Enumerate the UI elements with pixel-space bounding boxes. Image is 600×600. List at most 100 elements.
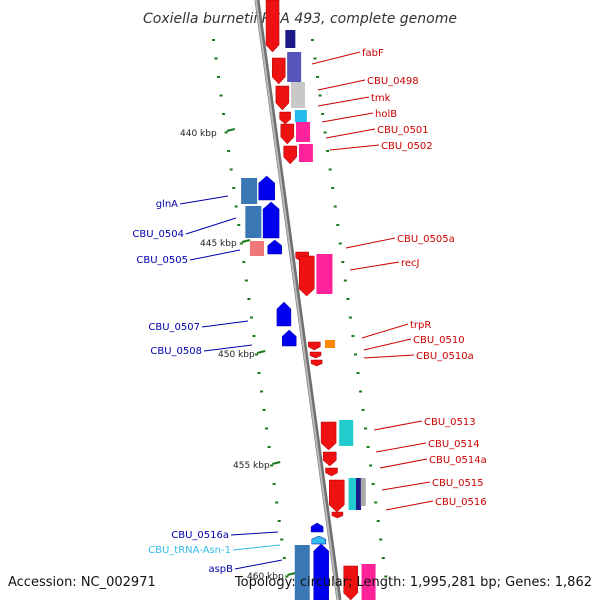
tick-dot xyxy=(384,575,388,578)
gene-label-CBU_tRNA-Asn-1[interactable]: CBU_tRNA-Asn-1 xyxy=(148,545,231,556)
tick-dot xyxy=(341,261,345,263)
gene-feature-recJ[interactable] xyxy=(298,255,315,297)
gene-feature-CBU_0515[interactable] xyxy=(329,479,345,513)
gene-label-CBU_0502[interactable]: CBU_0502 xyxy=(381,141,433,152)
accession-text: Accession: NC_002971 xyxy=(8,575,156,590)
label-connector xyxy=(373,420,423,431)
gene-feature-CBU_0515-product[interactable] xyxy=(348,478,357,510)
tick-dot xyxy=(316,76,320,78)
label-connector xyxy=(379,458,428,469)
label-connector xyxy=(325,128,376,139)
gene-label-tmk[interactable]: tmk xyxy=(371,93,391,104)
label-connector xyxy=(179,195,229,205)
gene-feature-CBU_0504-product[interactable] xyxy=(245,206,262,238)
gene-feature-aspB[interactable] xyxy=(313,543,329,600)
gene-feature-CBU_0501[interactable] xyxy=(280,123,295,145)
gene-feature-fabF[interactable] xyxy=(265,0,280,53)
gene-label-CBU_0508[interactable]: CBU_0508 xyxy=(150,346,202,357)
gene-label-CBU_0516a[interactable]: CBU_0516a xyxy=(171,530,229,541)
gene-label-CBU_0513[interactable]: CBU_0513 xyxy=(424,417,476,428)
gene-label-glnA[interactable]: glnA xyxy=(156,199,178,210)
gene-feature-aspB-product[interactable] xyxy=(294,545,310,600)
gene-feature-CBU_tRNA-Asn-1[interactable] xyxy=(311,535,327,545)
gene-feature-CBU_0505[interactable] xyxy=(267,239,283,255)
scale-tick xyxy=(241,239,251,243)
label-connector xyxy=(201,320,249,328)
gene-label-CBU_0507[interactable]: CBU_0507 xyxy=(148,322,200,333)
gene-feature-CBU_0510[interactable] xyxy=(308,341,321,351)
label-connector xyxy=(385,500,434,511)
scale-tick xyxy=(287,572,296,576)
gene-feature-tmk[interactable] xyxy=(275,85,290,111)
tick-dot xyxy=(313,57,317,60)
gene-label-CBU_0515[interactable]: CBU_0515 xyxy=(432,478,484,489)
gene-feature-CBU_0508[interactable] xyxy=(281,329,297,347)
gene-label-recJ[interactable]: recJ xyxy=(401,258,420,269)
gene-label-CBU_0505[interactable]: CBU_0505 xyxy=(136,255,188,266)
gene-feature-CBU_0510-b[interactable] xyxy=(309,351,322,359)
tick-dot xyxy=(343,279,347,282)
gene-label-CBU_0514[interactable]: CBU_0514 xyxy=(428,439,480,450)
gene-feature-holB-product[interactable] xyxy=(294,110,307,122)
gene-label-trpR[interactable]: trpR xyxy=(410,320,431,331)
gene-label-fabF[interactable]: fabF xyxy=(362,48,384,59)
tick-dot xyxy=(323,131,327,134)
gene-feature-trpR[interactable] xyxy=(325,340,336,348)
gene-label-aspB[interactable]: aspB xyxy=(208,564,233,575)
gene-feature-CBU_0502[interactable] xyxy=(283,145,297,165)
gene-feature-CBU_0501-product[interactable] xyxy=(296,122,311,142)
gene-label-CBU_0505a[interactable]: CBU_0505a xyxy=(397,234,455,245)
gene-feature-CBU_0515-product-c[interactable] xyxy=(360,478,366,506)
map-title: Coxiella burnetii RSA 493, complete geno… xyxy=(143,11,457,27)
gene-feature-bottom-reverse-product[interactable] xyxy=(361,564,376,600)
gene-feature-CBU_0505-product[interactable] xyxy=(249,241,264,256)
gene-feature-CBU_0507[interactable] xyxy=(276,301,292,327)
gene-feature-CBU_0510a[interactable] xyxy=(310,359,323,367)
gene-feature-CBU_0514a[interactable] xyxy=(325,467,338,477)
tick-dot xyxy=(366,446,370,448)
scale-tick xyxy=(256,350,266,354)
gene-feature-CBU_0498[interactable] xyxy=(271,57,286,85)
gene-feature-bottom-reverse[interactable] xyxy=(343,565,358,600)
tick-dot xyxy=(326,150,330,152)
gene-feature-glnA-product[interactable] xyxy=(241,178,258,204)
gene-label-CBU_0510a[interactable]: CBU_0510a xyxy=(416,351,474,362)
gene-feature-recJ-product[interactable] xyxy=(316,254,333,294)
tick-dot xyxy=(227,150,231,152)
gene-feature-holB[interactable] xyxy=(279,111,291,125)
gene-feature-CBU_0498-product[interactable] xyxy=(287,52,302,82)
label-connector xyxy=(345,237,396,249)
gene-feature-CBU_0514[interactable] xyxy=(322,451,337,467)
label-connector xyxy=(234,559,283,570)
gene-label-CBU_0501[interactable]: CBU_0501 xyxy=(377,125,429,136)
gene-label-CBU_0510[interactable]: CBU_0510 xyxy=(413,335,465,346)
gene-feature-CBU_0504[interactable] xyxy=(262,201,280,239)
tick-dot xyxy=(222,113,226,115)
gene-feature-CBU_0515-product-b[interactable] xyxy=(356,478,362,510)
tick-dot xyxy=(374,501,378,504)
label-connector xyxy=(381,481,431,491)
forward-strand-labels: glnA CBU_0504 CBU_0505 CBU_0507 CBU_0508… xyxy=(132,199,233,575)
tick-dot xyxy=(254,353,258,356)
gene-feature-CBU_0513-product[interactable] xyxy=(339,420,354,446)
label-connector xyxy=(363,354,415,359)
gene-feature-CBU_0516[interactable] xyxy=(331,511,344,519)
gene-feature-CBU_0502-product[interactable] xyxy=(298,144,313,162)
tick-dot xyxy=(260,390,264,393)
gene-feature-CBU_0516a[interactable] xyxy=(310,522,324,533)
gene-label-CBU_0516[interactable]: CBU_0516 xyxy=(435,497,487,508)
gene-feature-fabF-product[interactable] xyxy=(285,30,296,48)
gene-label-holB[interactable]: holB xyxy=(375,109,397,120)
tick-dot xyxy=(224,131,228,134)
gene-label-CBU_0504[interactable]: CBU_0504 xyxy=(132,229,184,240)
gene-feature-glnA[interactable] xyxy=(258,175,275,201)
gene-feature-CBU_0513[interactable] xyxy=(320,421,337,451)
gene-feature-tmk-product[interactable] xyxy=(290,82,305,108)
label-connector xyxy=(361,323,409,339)
label-connector xyxy=(349,261,400,271)
gene-label-CBU_0514a[interactable]: CBU_0514a xyxy=(429,455,487,466)
tick-dot xyxy=(338,242,342,245)
gene-label-CBU_0498[interactable]: CBU_0498 xyxy=(367,76,419,87)
